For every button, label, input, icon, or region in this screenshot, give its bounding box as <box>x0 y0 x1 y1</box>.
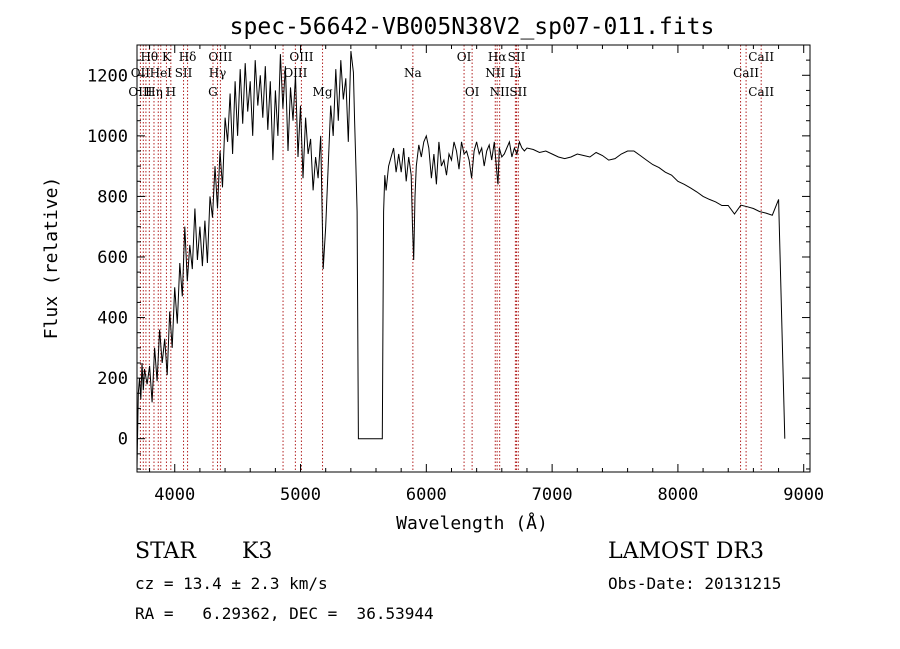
x-tick-label-4: 8000 <box>657 485 698 505</box>
line-label-6: OIII <box>128 85 152 99</box>
line-label-1: Hθ <box>140 50 158 64</box>
line-label-22: NII <box>490 85 510 99</box>
line-label-21: Li <box>509 66 521 80</box>
y-tick-label-0: 0 <box>118 430 128 450</box>
line-label-7: Hη <box>145 85 163 99</box>
line-label-8: H <box>166 85 176 99</box>
x-tick-label-1: 5000 <box>280 485 321 505</box>
line-label-4: HeI <box>150 66 173 80</box>
y-tick-label-5: 1000 <box>87 127 128 147</box>
line-label-16: OI <box>457 50 472 64</box>
y-tick-label-4: 800 <box>97 187 128 207</box>
observation-date: Obs-Date: 20131215 <box>608 574 782 593</box>
redshift-info: cz = 13.4 ± 2.3 km/s <box>135 574 328 593</box>
survey-name: LAMOST DR3 <box>608 539 764 564</box>
line-label-20: NII <box>485 66 505 80</box>
y-tick-label-3: 600 <box>97 248 128 268</box>
line-label-17: OI <box>465 85 480 99</box>
line-label-11: G <box>208 85 218 99</box>
object-subclass: K3 <box>242 539 273 564</box>
ra-dec-info: RA = 6.29362, DEC = 36.53944 <box>135 604 434 623</box>
x-tick-label-5: 9000 <box>783 485 824 505</box>
line-label-23: SII <box>509 85 527 99</box>
line-label-13: OIII <box>283 66 307 80</box>
x-axis-label: Wavelength (Å) <box>396 512 548 534</box>
line-label-15: Na <box>404 66 422 80</box>
spectral-line-markers <box>139 45 762 472</box>
line-label-24: CaII <box>748 50 774 64</box>
x-axis-ticks: 4000 5000 6000 7000 8000 9000 <box>149 45 824 505</box>
line-label-2: K <box>162 50 172 64</box>
y-tick-label-2: 400 <box>97 309 128 329</box>
plot-frame <box>136 44 811 473</box>
line-label-12: OIII <box>289 50 313 64</box>
line-label-25: CaII <box>733 66 759 80</box>
x-tick-label-3: 7000 <box>532 485 573 505</box>
line-label-5: SII <box>175 66 193 80</box>
y-tick-label-1: 200 <box>97 369 128 389</box>
line-label-3: OII <box>131 66 151 80</box>
line-label-19: SII <box>508 50 526 64</box>
spectrum-line <box>136 51 786 470</box>
line-label-26: CaII <box>748 85 774 99</box>
y-tick-label-6: 1200 <box>87 66 128 86</box>
x-tick-label-0: 4000 <box>154 485 195 505</box>
x-tick-label-2: 6000 <box>406 485 447 505</box>
line-label-14: Mg <box>313 85 333 99</box>
line-label-18: Hα <box>488 50 507 64</box>
line-label-10: Hγ <box>209 66 227 80</box>
object-class: STAR <box>135 539 196 564</box>
line-label-0: Hδ <box>179 50 197 64</box>
chart-title: spec-56642-VB005N38V2_sp07-011.fits <box>230 14 715 40</box>
y-axis-ticks: 0 200 400 600 800 1000 1200 <box>87 44 810 470</box>
line-label-9: OIII <box>208 50 232 64</box>
y-axis-label: Flux (relative) <box>41 177 62 340</box>
